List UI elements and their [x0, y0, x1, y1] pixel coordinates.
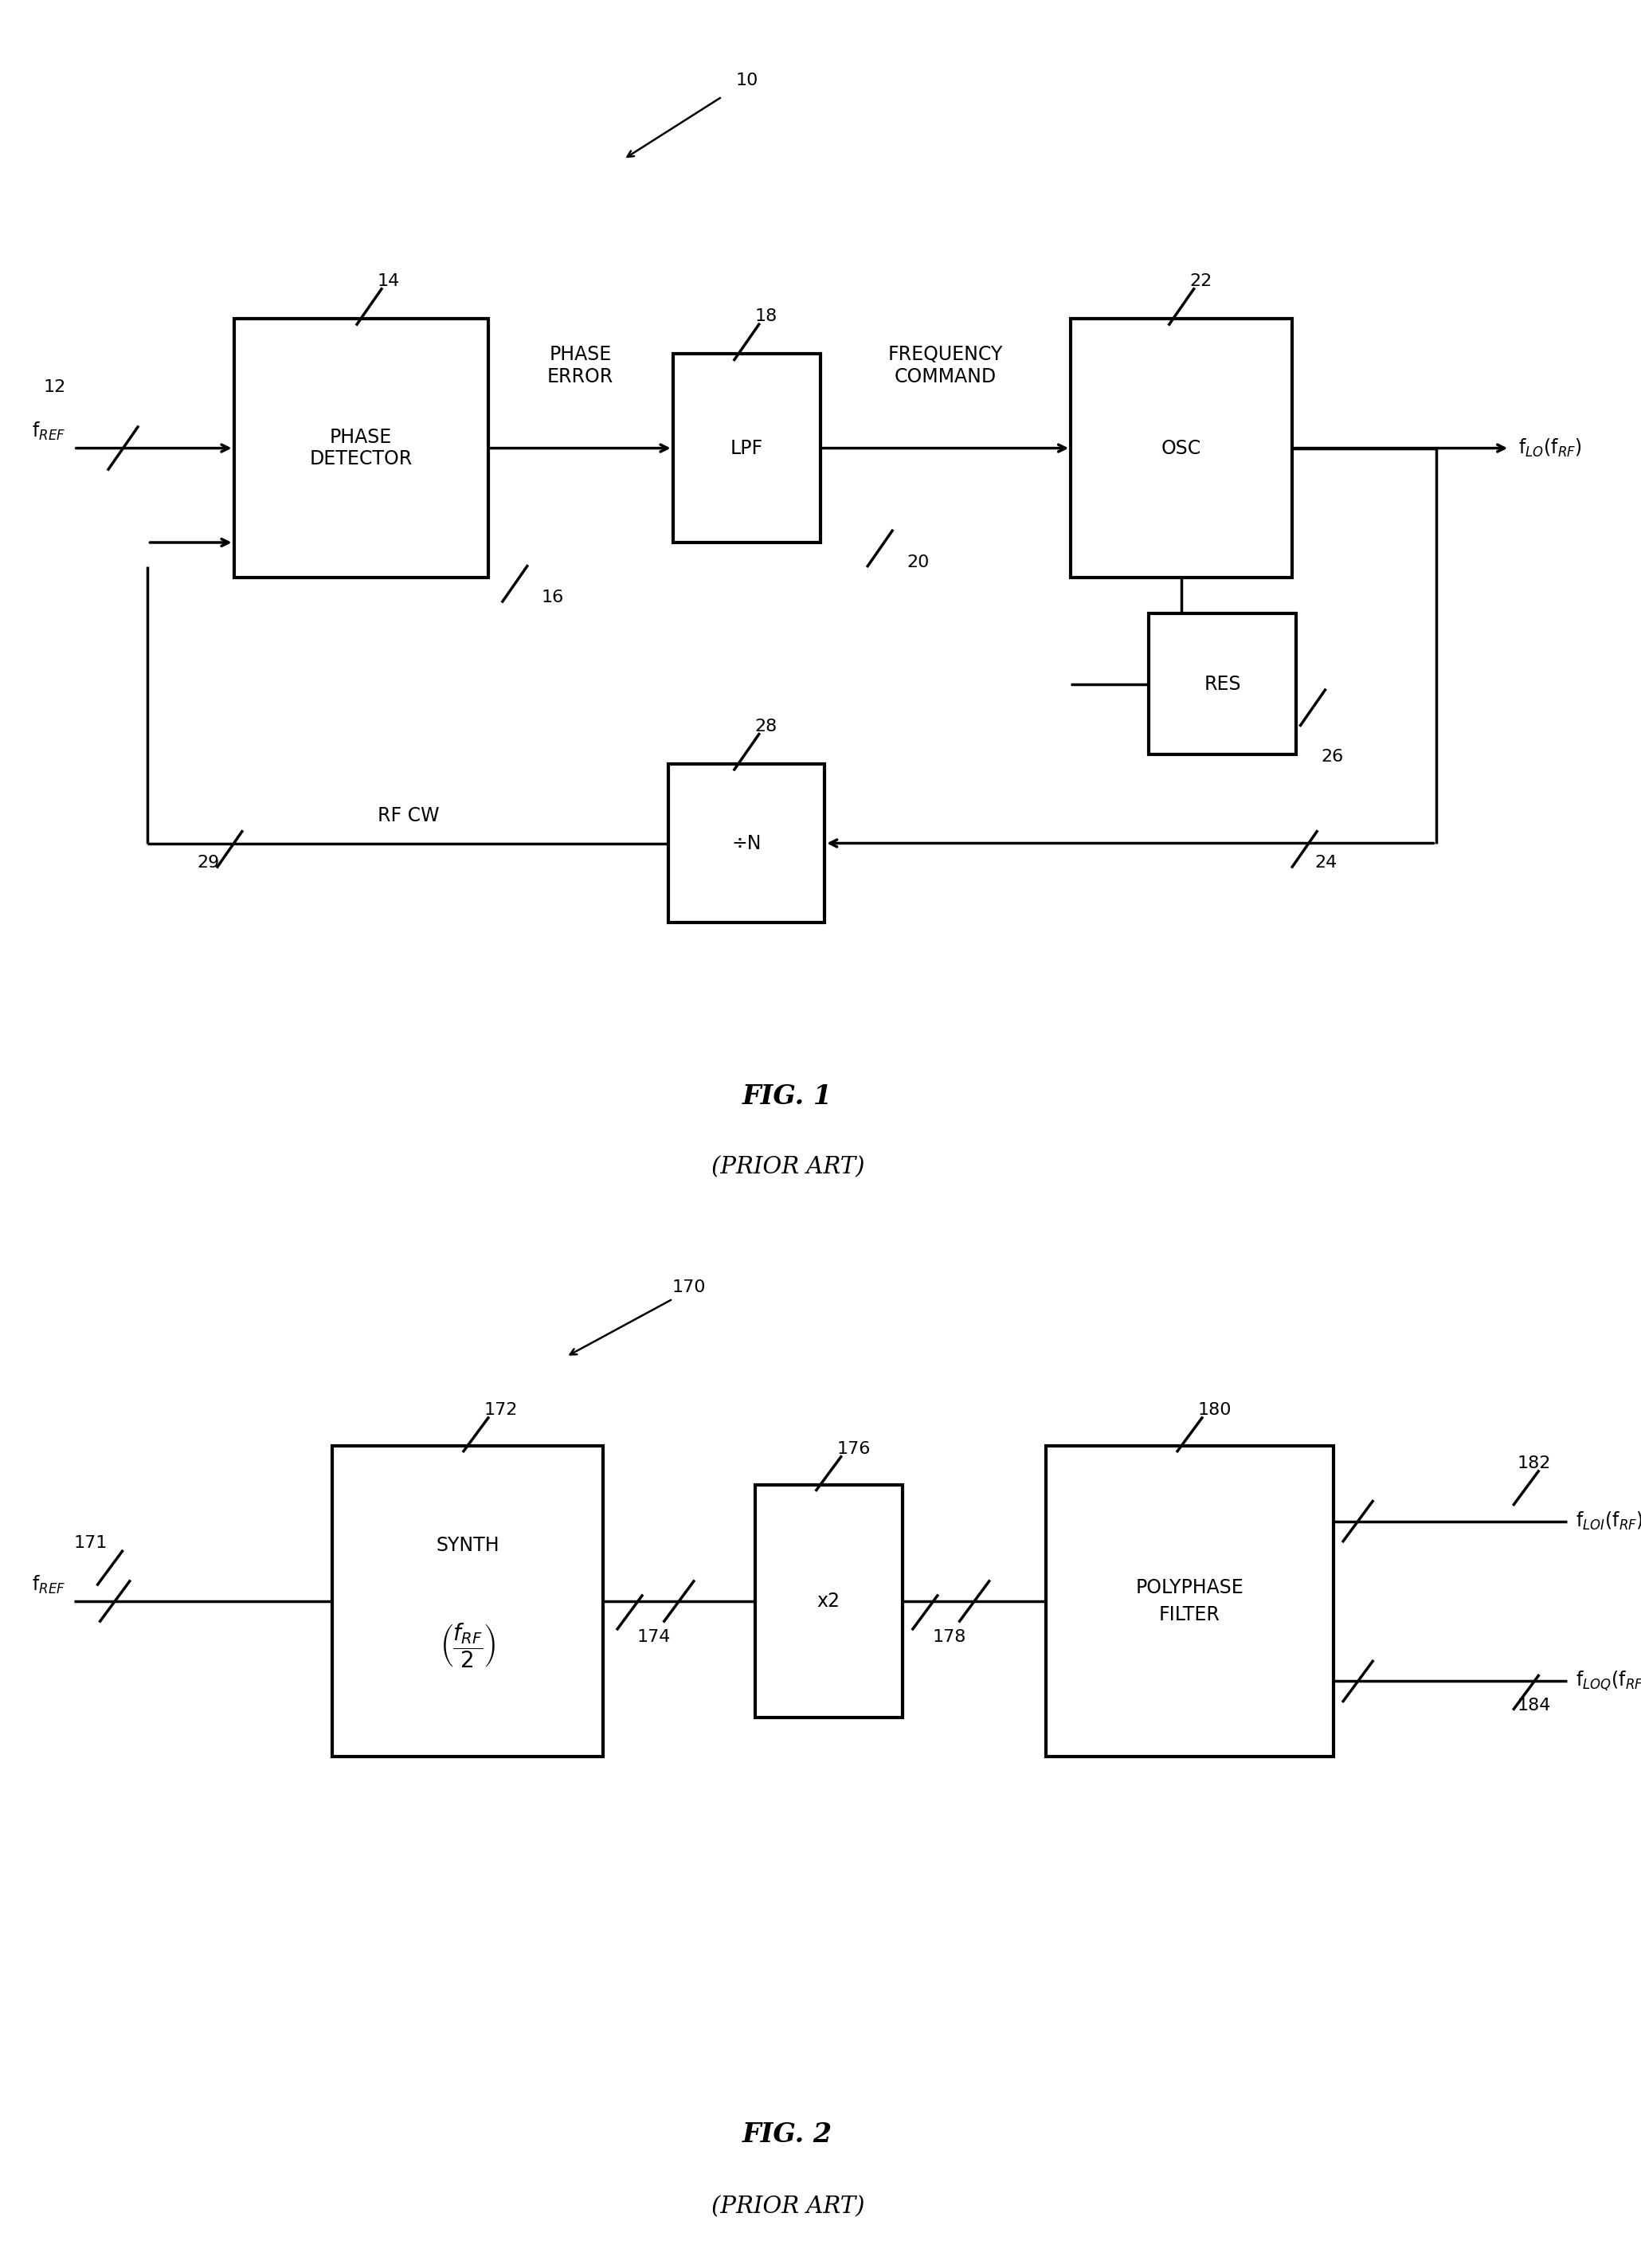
- Text: 26: 26: [1321, 748, 1344, 764]
- Text: PHASE
DETECTOR: PHASE DETECTOR: [310, 429, 412, 469]
- Bar: [670, 764, 825, 923]
- Text: 184: 184: [1516, 1699, 1551, 1715]
- Text: OSC: OSC: [1162, 438, 1201, 458]
- Bar: [1070, 318, 1293, 578]
- Text: 20: 20: [906, 553, 929, 569]
- Text: f$_{LO}$(f$_{RF}$): f$_{LO}$(f$_{RF}$): [1518, 438, 1582, 458]
- Text: 24: 24: [1314, 855, 1337, 871]
- Text: RF CW: RF CW: [377, 807, 440, 826]
- Text: 172: 172: [484, 1402, 519, 1418]
- Text: 29: 29: [197, 855, 220, 871]
- Text: f$_{REF}$: f$_{REF}$: [33, 1574, 66, 1597]
- Text: FIG. 2: FIG. 2: [743, 2121, 832, 2148]
- Text: f$_{LOQ}$(f$_{RF}$): f$_{LOQ}$(f$_{RF}$): [1575, 1669, 1641, 1692]
- Bar: [673, 354, 820, 542]
- Text: PHASE
ERROR: PHASE ERROR: [548, 345, 614, 386]
- Bar: [1149, 612, 1296, 755]
- Text: SYNTH: SYNTH: [437, 1535, 499, 1556]
- Text: RES: RES: [1204, 674, 1241, 694]
- Bar: [755, 1486, 903, 1717]
- Text: 180: 180: [1198, 1402, 1232, 1418]
- Text: ÷N: ÷N: [732, 835, 761, 853]
- Text: 170: 170: [673, 1279, 706, 1295]
- Text: FREQUENCY
COMMAND: FREQUENCY COMMAND: [888, 345, 1003, 386]
- Text: FIG. 1: FIG. 1: [743, 1084, 832, 1109]
- Text: (PRIOR ART): (PRIOR ART): [711, 1157, 865, 1179]
- Text: 12: 12: [43, 379, 66, 395]
- Text: 14: 14: [377, 272, 400, 288]
- Text: 22: 22: [1190, 272, 1213, 288]
- Text: f$_{LOI}$(f$_{RF}$): f$_{LOI}$(f$_{RF}$): [1575, 1510, 1641, 1531]
- Text: 182: 182: [1516, 1456, 1551, 1472]
- Text: 174: 174: [637, 1628, 671, 1644]
- Text: 178: 178: [932, 1628, 967, 1644]
- Text: $\left(\dfrac{f_{RF}}{2}\right)$: $\left(\dfrac{f_{RF}}{2}\right)$: [440, 1622, 496, 1669]
- Bar: [233, 318, 487, 578]
- Text: LPF: LPF: [730, 438, 763, 458]
- Text: x2: x2: [817, 1592, 840, 1610]
- Text: (PRIOR ART): (PRIOR ART): [711, 2195, 865, 2218]
- Text: 18: 18: [755, 308, 778, 324]
- Bar: [1047, 1445, 1332, 1758]
- Bar: [331, 1445, 602, 1758]
- Text: 28: 28: [755, 719, 778, 735]
- Text: f$_{REF}$: f$_{REF}$: [33, 420, 66, 442]
- Text: 176: 176: [837, 1440, 871, 1456]
- Text: 171: 171: [74, 1535, 108, 1551]
- Text: POLYPHASE
FILTER: POLYPHASE FILTER: [1136, 1579, 1244, 1624]
- Text: 10: 10: [735, 73, 758, 88]
- Text: 16: 16: [542, 590, 565, 606]
